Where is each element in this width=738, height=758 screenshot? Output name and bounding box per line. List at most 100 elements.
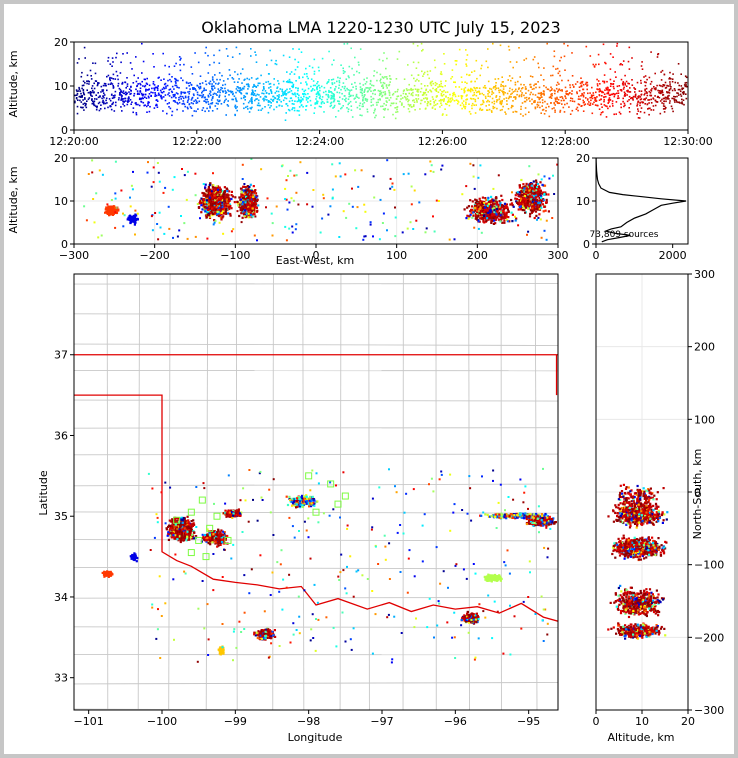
source-point	[541, 99, 544, 101]
source-point	[228, 207, 231, 211]
source-point	[359, 114, 361, 116]
source-point	[505, 203, 508, 206]
source-point	[215, 206, 218, 209]
source-point	[446, 91, 449, 93]
source-point	[269, 86, 272, 88]
source-point	[544, 100, 546, 103]
source-point	[80, 106, 82, 109]
source-point	[501, 108, 503, 111]
source-point	[145, 82, 148, 85]
source-point	[435, 88, 438, 90]
source-point	[186, 106, 189, 109]
source-point	[312, 84, 315, 87]
source-point	[197, 108, 199, 110]
source-point	[492, 107, 495, 110]
source-point	[205, 46, 207, 49]
source-point	[254, 194, 257, 197]
source-point	[529, 93, 531, 96]
source-point	[298, 106, 301, 108]
source-point	[426, 98, 428, 101]
source-point	[612, 92, 615, 95]
source-point	[495, 197, 498, 200]
source-point	[424, 101, 426, 103]
source-point	[476, 212, 479, 215]
source-point	[516, 192, 520, 196]
source-point	[250, 201, 253, 204]
source-point	[99, 96, 101, 98]
source-point	[344, 89, 347, 92]
source-point	[236, 73, 239, 76]
source-point	[282, 80, 285, 83]
source-point	[643, 81, 646, 83]
source-point	[139, 87, 142, 90]
source-point	[121, 82, 124, 85]
source-point	[213, 87, 216, 89]
source-point	[217, 197, 220, 200]
source-point	[223, 186, 226, 189]
source-point	[582, 83, 585, 86]
source-point	[380, 78, 382, 81]
source-point	[648, 107, 650, 110]
source-point	[250, 198, 253, 201]
source-point	[569, 99, 572, 102]
source-point	[144, 78, 146, 81]
source-point	[575, 108, 578, 110]
source-point	[227, 105, 230, 107]
source-point	[211, 83, 213, 85]
source-point	[443, 89, 445, 92]
source-point	[465, 217, 468, 220]
source-point	[460, 96, 463, 98]
source-point	[141, 94, 143, 96]
source-point	[210, 198, 213, 201]
source-point	[593, 65, 596, 67]
source-point	[590, 96, 593, 99]
source-point	[560, 99, 563, 102]
source-point	[91, 91, 93, 94]
source-point	[245, 212, 248, 215]
source-point	[421, 99, 423, 102]
source-point	[292, 93, 294, 96]
source-point	[599, 113, 602, 116]
source-point	[673, 88, 676, 90]
source-point	[440, 80, 442, 83]
source-point	[284, 90, 286, 93]
source-point	[211, 186, 214, 189]
source-point	[87, 91, 90, 94]
source-point	[253, 83, 255, 86]
source-point	[201, 109, 204, 111]
source-point	[485, 203, 488, 206]
source-point	[87, 98, 90, 101]
source-point	[481, 64, 483, 67]
source-point	[650, 80, 653, 83]
source-point	[586, 84, 589, 86]
source-point	[250, 93, 253, 96]
source-point	[603, 96, 605, 98]
source-point	[230, 190, 233, 193]
source-point	[345, 78, 348, 80]
source-point	[275, 90, 278, 93]
source-point	[496, 99, 499, 101]
source-point	[315, 98, 317, 100]
source-point	[424, 97, 427, 99]
source-point	[147, 104, 149, 106]
source-point	[382, 108, 385, 110]
source-point	[482, 214, 485, 218]
source-point	[351, 116, 354, 118]
source-point	[146, 83, 149, 85]
source-point	[500, 83, 502, 86]
source-point	[168, 106, 170, 108]
source-point	[154, 95, 156, 97]
source-point	[521, 92, 523, 94]
source-point	[515, 61, 518, 63]
source-point	[627, 89, 629, 92]
source-point	[169, 78, 171, 81]
source-point	[389, 81, 391, 83]
source-point	[548, 105, 550, 108]
source-point	[535, 86, 537, 89]
source-point	[356, 106, 359, 109]
source-point	[362, 99, 364, 102]
source-point	[644, 89, 646, 92]
source-point	[179, 95, 182, 98]
source-point	[359, 91, 362, 94]
source-point	[582, 94, 585, 96]
